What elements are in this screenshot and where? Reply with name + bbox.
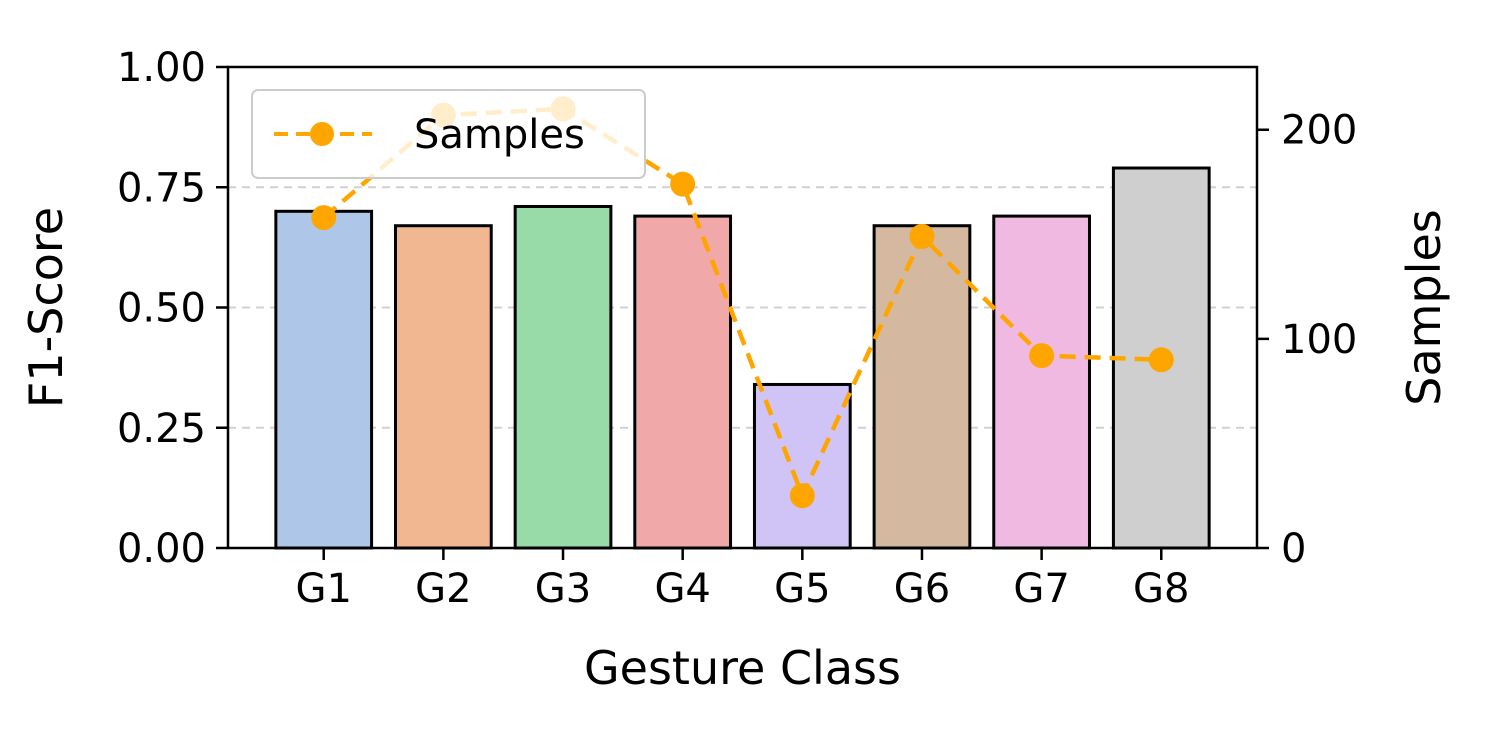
legend: Samples xyxy=(251,89,646,179)
bar-g7 xyxy=(992,214,1091,550)
bar-g4 xyxy=(633,214,733,550)
axes: 0.00 0.25 0.50 0.75 1.00 0 100 200 G1 G2 G3 G4 G5 G6 G… xyxy=(117,45,1357,612)
samples-point-g4 xyxy=(670,171,696,197)
x-axis-title: Gesture Class xyxy=(584,641,901,695)
y-tick-label-left: 0.50 xyxy=(117,286,206,332)
samples-point-g8 xyxy=(1148,347,1174,373)
samples-point-g6 xyxy=(909,223,935,249)
x-tick-label-g1: G1 xyxy=(295,566,351,612)
y-axis-title-right: Samples xyxy=(1397,209,1451,405)
samples-point-g5 xyxy=(789,483,815,509)
y-tick-label-left: 1.00 xyxy=(117,45,206,91)
y-tick-label-left: 0.00 xyxy=(117,526,206,572)
x-tick-label-g6: G6 xyxy=(894,566,950,612)
y-tick-label-left: 0.75 xyxy=(117,165,206,211)
y-axis-title-left: F1-Score xyxy=(19,207,73,408)
legend-box xyxy=(251,89,646,179)
bars xyxy=(274,166,1211,550)
x-tick-label-g3: G3 xyxy=(535,566,591,612)
y-tick-label-left: 0.25 xyxy=(117,406,206,452)
legend-label: Samples xyxy=(414,112,585,158)
bar-g6 xyxy=(872,224,972,550)
x-tick-label-g8: G8 xyxy=(1133,566,1189,612)
bar-g1 xyxy=(274,209,374,550)
y-tick-label-right: 100 xyxy=(1281,317,1357,363)
legend-dot-marker xyxy=(310,122,334,146)
x-tick-label-g5: G5 xyxy=(774,566,830,612)
x-tick-label-g7: G7 xyxy=(1013,566,1069,612)
y-tick-label-right: 0 xyxy=(1281,526,1306,572)
bar-g2 xyxy=(394,224,493,550)
samples-point-g7 xyxy=(1029,343,1055,369)
samples-point-g1 xyxy=(311,205,337,231)
grid-lines xyxy=(228,186,1257,429)
x-tick-label-g2: G2 xyxy=(415,566,471,612)
x-tick-label-g4: G4 xyxy=(654,566,710,612)
bar-g3 xyxy=(513,204,613,550)
y-tick-label-right: 200 xyxy=(1281,108,1357,154)
